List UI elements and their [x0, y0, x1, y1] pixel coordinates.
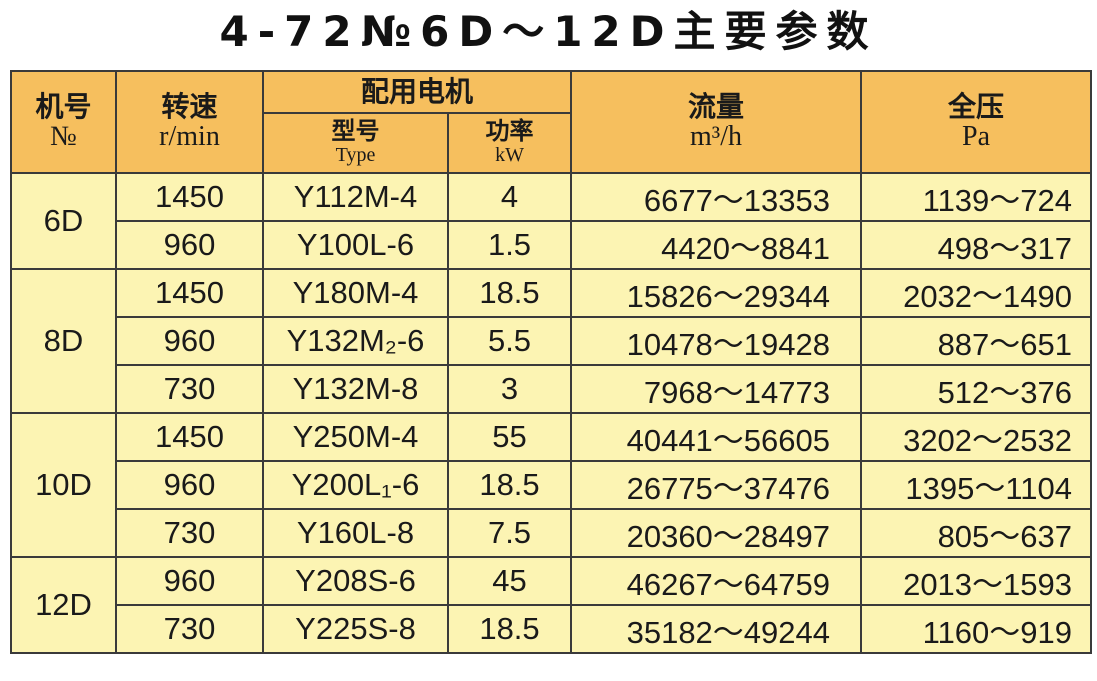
header-cell: 转速 r/min: [115, 70, 264, 174]
table-cell: 5.5: [446, 316, 573, 366]
table-cell: 1450: [115, 412, 264, 462]
table-cell: 35182～49244: [570, 604, 863, 654]
header-cell: 型号 Type: [262, 112, 449, 174]
table-cell: 960: [115, 460, 264, 510]
header-text: 功率: [485, 117, 534, 145]
header-cell: 全压 Pa: [860, 70, 1093, 174]
table-header: 机号 № 转速 r/min 配用电机 流量 m³/h 全压 Pa 型号 Type 功率 kW: [10, 70, 1093, 174]
parameter-table: 机号 № 转速 r/min 配用电机 流量 m³/h 全压 Pa 型号 Type 功率 kW…: [10, 70, 1093, 654]
table-cell: 7.5: [446, 508, 573, 558]
header-unit: №: [50, 121, 77, 152]
table-cell: 55: [446, 412, 573, 462]
table-cell: 40441～56605: [570, 412, 863, 462]
fan-number: 12D: [10, 556, 117, 654]
table-row: 960 Y100L-6 1.5 4420～8841 498～317: [11, 220, 1093, 270]
table-cell: 805～637: [860, 508, 1093, 558]
fan-number: 10D: [10, 412, 117, 558]
table-cell: 20360～28497: [570, 508, 863, 558]
header-unit: r/min: [159, 121, 220, 152]
table-cell: Y200L₁-6: [262, 460, 449, 510]
table-cell: 1160～919: [860, 604, 1093, 654]
table-cell: 1395～1104: [860, 460, 1093, 510]
table-row: 960 Y200L₁-6 18.5 26775～37476 1395～1104: [11, 460, 1093, 510]
header-cell: 配用电机: [261, 70, 573, 114]
table-row: 10D 1450 Y250M-4 55 40441～56605 3202～2532: [10, 412, 1093, 558]
header-text: 流量: [688, 90, 745, 123]
header-text: 型号: [331, 117, 380, 145]
table-row: 730 Y160L-8 7.5 20360～28497 805～637: [11, 508, 1093, 558]
table-cell: 2032～1490: [860, 268, 1093, 318]
table-cell: 4420～8841: [570, 220, 863, 270]
table-cell: Y208S-6: [262, 556, 449, 606]
table-cell: Y132M₂-6: [262, 316, 449, 366]
table-cell: 3: [446, 364, 573, 414]
header-unit: Type: [335, 144, 376, 166]
table-cell: 512～376: [860, 364, 1093, 414]
table-cell: 26775～37476: [570, 460, 863, 510]
table-cell: Y160L-8: [262, 508, 449, 558]
table-cell: 730: [115, 604, 264, 654]
table-cell: Y132M-8: [262, 364, 449, 414]
fan-number: 8D: [10, 268, 117, 414]
table-cell: 18.5: [446, 460, 573, 510]
header-text: 全压: [948, 90, 1005, 123]
table-cell: 6677～13353: [570, 172, 863, 222]
table-cell: Y112M-4: [262, 172, 449, 222]
table-row: 960 Y132M₂-6 5.5 10478～19428 887～651: [11, 316, 1093, 366]
table-cell: 730: [115, 508, 264, 558]
table-row: 730 Y132M-8 3 7968～14773 512～376: [11, 364, 1093, 414]
table-cell: Y250M-4: [262, 412, 449, 462]
title: 4-72№6D～12D主要参数: [219, 7, 878, 56]
header-cell: 流量 m³/h: [570, 70, 863, 174]
table-cell: 3202～2532: [860, 412, 1093, 462]
table-cell: 7968～14773: [570, 364, 863, 414]
table-cell: 1450: [115, 172, 264, 222]
table-body: 6D 1450 Y112M-4 4 6677～13353 1139～724 960 Y100L…: [10, 172, 1093, 654]
table-cell: 2013～1593: [860, 556, 1093, 606]
fan-number: 6D: [10, 172, 117, 270]
header-unit: m³/h: [690, 121, 742, 152]
table-cell: 887～651: [860, 316, 1093, 366]
header-cell: 机号 №: [10, 70, 117, 174]
header-cell: 功率 kW: [446, 112, 573, 174]
table-cell: 18.5: [446, 268, 573, 318]
table-row: 8D 1450 Y180M-4 18.5 15826～29344 2032～1490: [10, 268, 1093, 414]
header-text: 机号: [35, 90, 92, 123]
table-cell: 18.5: [446, 604, 573, 654]
table-cell: Y180M-4: [262, 268, 449, 318]
table-cell: 45: [446, 556, 573, 606]
table-cell: 1139～724: [860, 172, 1093, 222]
table-cell: 960: [115, 220, 264, 270]
table-cell: 10478～19428: [570, 316, 863, 366]
table-cell: 4: [446, 172, 573, 222]
table-cell: 730: [115, 364, 264, 414]
table-cell: Y100L-6: [262, 220, 449, 270]
header-unit: Pa: [962, 121, 991, 152]
table-row: 6D 1450 Y112M-4 4 6677～13353 1139～724: [10, 172, 1093, 270]
table-cell: 1450: [115, 268, 264, 318]
table-cell: 46267～64759: [570, 556, 863, 606]
header-text: 转速: [161, 90, 218, 123]
table-cell: 960: [115, 556, 264, 606]
table-cell: Y225S-8: [262, 604, 449, 654]
table-cell: 15826～29344: [570, 268, 863, 318]
table-cell: 1.5: [446, 220, 573, 270]
table-cell: 498～317: [860, 220, 1093, 270]
table-row: 12D 960 Y208S-6 45 46267～64759 2013～1593: [10, 556, 1093, 654]
table-cell: 960: [115, 316, 264, 366]
header-unit: kW: [495, 144, 524, 166]
table-row: 730 Y225S-8 18.5 35182～49244 1160～919: [11, 604, 1093, 654]
